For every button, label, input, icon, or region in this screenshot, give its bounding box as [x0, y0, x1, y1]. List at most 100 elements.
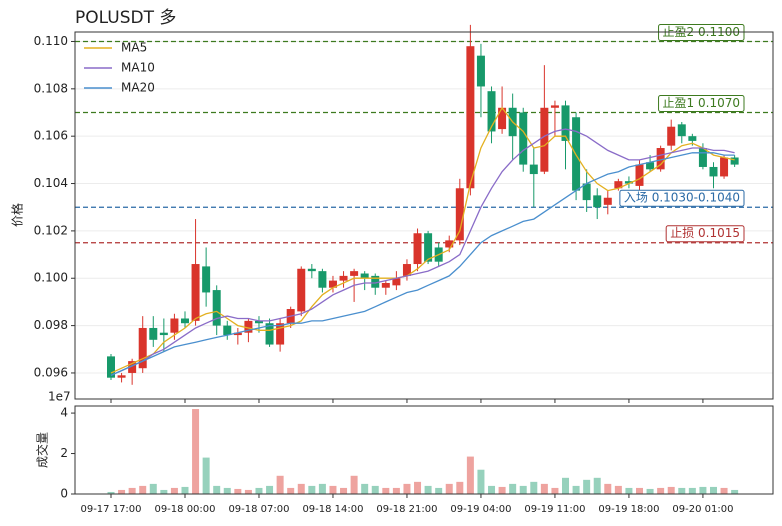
level-label: 入场 0.1030-0.1040 [624, 191, 740, 205]
y-tick-label: 0.096 [34, 365, 68, 379]
volume-bar [614, 485, 622, 494]
volume-bar [530, 481, 538, 494]
volume-bar [414, 481, 422, 494]
level-label-box [619, 189, 745, 207]
candle-body [445, 240, 454, 248]
plot-frame [74, 31, 774, 400]
y-tick-label: 4 [60, 406, 68, 420]
volume-bar [107, 491, 115, 494]
volume-bar [276, 475, 284, 494]
volume-bar [266, 485, 274, 494]
ma-line [110, 152, 735, 376]
y-tick-label: 0.110 [34, 34, 68, 48]
candle-body [328, 280, 337, 288]
ma-line [110, 128, 735, 376]
ma-line [110, 106, 735, 374]
volume-bar [720, 487, 728, 494]
volume-bar [551, 487, 559, 494]
volume-bar [255, 487, 263, 494]
candle-body [424, 233, 433, 262]
candle-body [688, 136, 697, 141]
volume-axis-label: 成交量 [35, 432, 50, 468]
volume-bar [392, 487, 400, 494]
volume-bar [371, 485, 379, 494]
volume-bar [244, 489, 252, 494]
volume-bar [382, 487, 390, 494]
candle-body [149, 327, 158, 340]
volume-bar [297, 483, 305, 494]
volume-bar [583, 479, 591, 494]
volume-bar [435, 487, 443, 494]
x-tick-label: 09-19 18:00 [598, 504, 659, 515]
x-tick-label: 09-19 11:00 [524, 504, 585, 515]
volume-bar [318, 483, 326, 494]
candle-body [635, 164, 644, 186]
volume-bar [329, 485, 337, 494]
candle-body [159, 332, 168, 336]
volume-bar [572, 485, 580, 494]
volume-bar [202, 457, 210, 494]
volume-bar [562, 477, 570, 494]
legend-label: MA5 [121, 41, 147, 55]
plot-frame [74, 405, 774, 495]
volume-bar [488, 485, 496, 494]
candle-body [371, 275, 380, 288]
candle-body [170, 318, 179, 333]
candle-body [202, 266, 211, 293]
x-tick-label: 09-18 14:00 [302, 504, 363, 515]
volume-bar [181, 486, 189, 494]
candle-body [455, 188, 464, 241]
volume-bar [170, 487, 178, 494]
volume-bar [709, 486, 717, 494]
candle-body [730, 157, 739, 165]
candle-body [614, 181, 623, 189]
candle-body [212, 290, 221, 326]
x-tick-label: 09-19 04:00 [450, 504, 511, 515]
volume-bar [213, 485, 221, 494]
volume-bar [509, 483, 517, 494]
volume-bar [287, 487, 295, 494]
y-tick-label: 0.104 [34, 176, 68, 190]
candle-body [466, 46, 475, 189]
volume-bar [234, 488, 242, 494]
x-tick-label: 09-18 21:00 [376, 504, 437, 515]
candle-body [128, 361, 137, 373]
volume-bar [625, 487, 633, 494]
volume-bar [466, 456, 474, 494]
y-axis-label: 价格 [10, 203, 25, 227]
volume-bar [519, 485, 527, 494]
candle-body [476, 55, 485, 87]
candle-body [698, 148, 707, 167]
y-tick-label: 0.106 [34, 129, 68, 143]
volume-bar [678, 487, 686, 494]
candle-body [244, 320, 253, 333]
volume-bar [657, 487, 665, 494]
candle-body [603, 197, 612, 205]
candle-body [360, 273, 369, 279]
candle-body [677, 124, 686, 137]
candle-body [233, 332, 242, 336]
candle-body [223, 325, 232, 336]
volume-bar [699, 486, 707, 494]
volume-bar [731, 489, 739, 494]
candle-body [582, 183, 591, 201]
volume-bar [361, 483, 369, 494]
volume-bar [403, 483, 411, 494]
volume-bar [192, 409, 200, 494]
volume-bar [308, 485, 316, 494]
candle-body [339, 275, 348, 281]
legend-label: MA20 [121, 81, 155, 95]
volume-bar [350, 475, 358, 494]
volume-bar [160, 489, 168, 494]
candle-body [709, 166, 718, 177]
volume-bar [667, 486, 675, 494]
candle-body [667, 126, 676, 146]
x-tick-label: 09-18 07:00 [228, 504, 289, 515]
x-tick-label: 09-18 00:00 [154, 504, 215, 515]
candle-body [350, 271, 359, 276]
volume-bar [149, 483, 157, 494]
volume-bar [636, 487, 643, 494]
candle-body [276, 323, 285, 345]
candle-body [254, 320, 263, 324]
